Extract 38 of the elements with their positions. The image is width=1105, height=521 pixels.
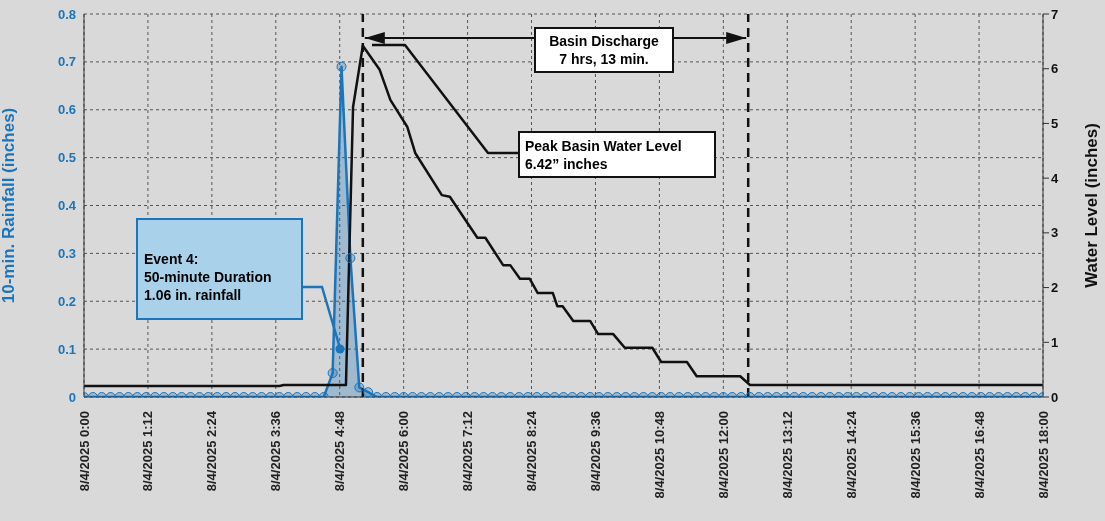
y2-tick-label: 6 [1051, 61, 1059, 77]
y-tick-label: 0.1 [57, 341, 76, 357]
y-tick-label: 0.2 [57, 293, 76, 309]
x-tick-label: 8/4/2025 12:00 [715, 411, 731, 499]
y2-tick-label: 3 [1051, 225, 1059, 241]
x-tick-label: 8/4/2025 15:36 [907, 411, 923, 499]
x-tick-label: 8/4/2025 10:48 [651, 411, 667, 499]
y-tick-label: 0.5 [57, 150, 76, 166]
callout-box: Basin Discharge 7 hrs, 13 min. [534, 27, 674, 73]
x-tick-label: 8/4/2025 14:24 [843, 410, 859, 499]
y2-tick-label: 4 [1051, 170, 1059, 186]
x-tick-label: 8/4/2025 6:00 [396, 411, 412, 492]
y2-tick-label: 0 [1051, 389, 1059, 405]
x-tick-label: 8/4/2025 4:48 [332, 411, 348, 492]
x-tick-label: 8/4/2025 8:24 [524, 410, 540, 492]
y-axis-title: 10-min. Rainfall (inches) [0, 107, 19, 304]
x-tick-label: 8/4/2025 13:12 [779, 411, 795, 499]
callout-box: Event 4: 50-minute Duration 1.06 in. rainfall [136, 218, 303, 320]
y-tick-label: 0 [68, 389, 76, 405]
x-tick-label: 8/4/2025 16:48 [971, 411, 987, 499]
x-tick-label: 8/4/2025 7:12 [460, 411, 476, 492]
x-tick-label: 8/4/2025 3:36 [268, 411, 284, 492]
x-tick-label: 8/4/2025 18:00 [1035, 411, 1051, 499]
x-tick-label: 8/4/2025 2:24 [204, 410, 220, 492]
y-tick-label: 0.3 [57, 245, 76, 261]
y-tick-label: 0.6 [57, 102, 76, 118]
y2-tick-label: 7 [1051, 6, 1059, 22]
y2-tick-label: 5 [1051, 116, 1059, 132]
x-tick-label: 8/4/2025 0:00 [76, 411, 92, 492]
callout-box: Peak Basin Water Level 6.42” inches [518, 131, 716, 178]
y2-tick-label: 2 [1051, 280, 1059, 296]
y2-tick-label: 1 [1051, 334, 1059, 350]
x-tick-label: 8/4/2025 9:36 [587, 411, 603, 492]
y2-axis-title: Water Level (inches) [1082, 123, 1102, 288]
y-tick-label: 0.8 [57, 6, 76, 22]
y-tick-label: 0.4 [57, 198, 77, 214]
y-tick-label: 0.7 [57, 54, 76, 70]
x-tick-label: 8/4/2025 1:12 [140, 411, 156, 492]
